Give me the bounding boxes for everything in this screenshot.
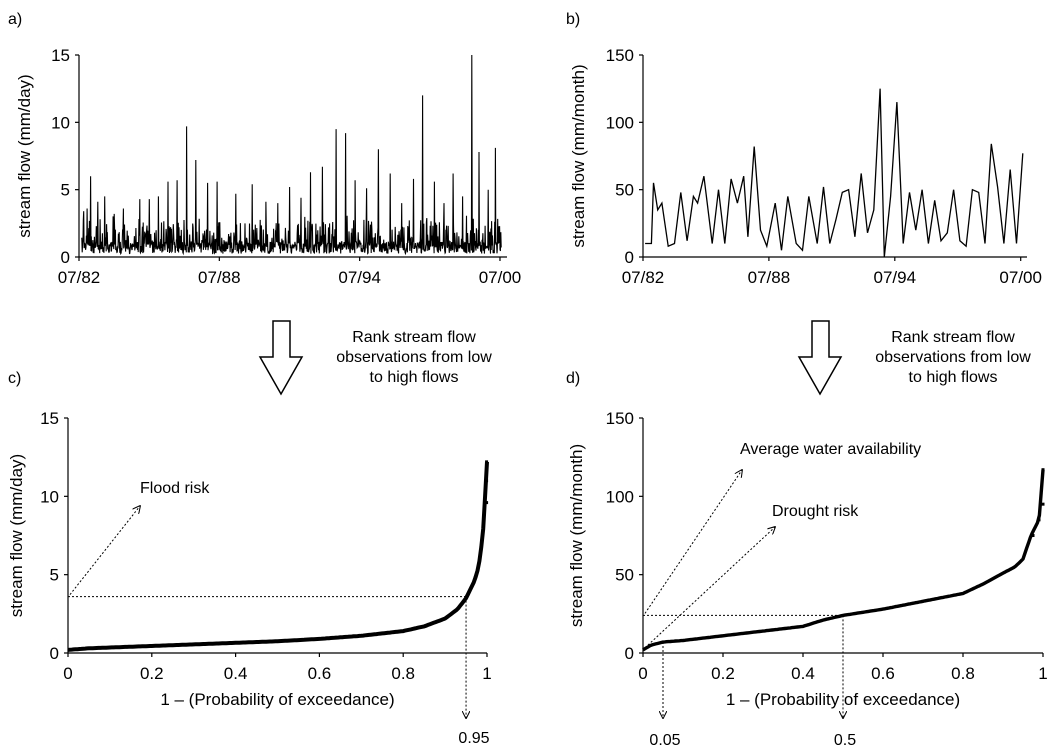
annotation-flood-risk: Flood risk — [140, 480, 210, 497]
y-axis-label-d: stream flow (mm/month) — [567, 444, 586, 627]
x-tick-label-a: 07/88 — [198, 268, 241, 287]
x-tick-label-d: 0.2 — [711, 664, 735, 683]
chart-b-stream-flow-monthly: 0 50 100 150 07/82 07/88 07/94 07/00 stream flow… — [569, 46, 1042, 287]
x-tick-label-c: 0.8 — [391, 664, 415, 683]
chart-c-flow-duration-daily: 0 5 10 15 0 0.2 0.4 0.6 0.8 1 stream flow (mm/day)… — [7, 409, 492, 718]
y-tick-label-b: 150 — [606, 46, 634, 65]
y-tick-label-c: 15 — [40, 409, 59, 428]
y-axis-label-a: stream flow (mm/day) — [15, 74, 34, 237]
rank-note-right-line2: observations from low — [875, 349, 1031, 366]
duration-point-d — [1031, 534, 1035, 537]
series-line-b — [645, 88, 1024, 258]
duration-point-d — [1041, 502, 1045, 506]
duration-point-d — [1041, 468, 1045, 472]
x-tick-label-c: 0.6 — [308, 664, 332, 683]
annotation-drought-risk: Drought risk — [772, 503, 859, 520]
x-tick-label-d: 1 — [1038, 664, 1047, 683]
x-tick-label-a: 07/94 — [338, 268, 381, 287]
panel-label-a: a) — [8, 11, 22, 28]
down-arrow-right — [797, 320, 843, 396]
x-tick-label-d: 0.6 — [871, 664, 895, 683]
arrow-flood-risk — [69, 506, 140, 595]
panel-label-b: b) — [566, 11, 580, 28]
annotation-p095: 0.95 — [458, 730, 489, 747]
x-axis-label-c: 1 – (Probability of exceedance) — [160, 690, 394, 709]
x-tick-label-c: 0.4 — [224, 664, 248, 683]
y-tick-label-a: 10 — [51, 113, 70, 132]
x-tick-label-b: 07/94 — [874, 268, 917, 287]
chart-d-flow-duration-monthly: 0 50 100 150 0 0.2 0.4 0.6 0.8 1 stream flow (mm/m… — [567, 409, 1048, 718]
y-tick-label-a: 0 — [61, 248, 70, 267]
x-tick-label-d: 0.4 — [791, 664, 815, 683]
duration-point-d — [1037, 518, 1041, 522]
duration-point-c — [485, 479, 489, 483]
y-axis-label-c: stream flow (mm/day) — [7, 454, 26, 617]
x-tick-label-a: 07/00 — [479, 268, 522, 287]
duration-point-c — [485, 460, 489, 464]
panel-label-d: d) — [566, 370, 580, 387]
y-tick-label-b: 0 — [625, 248, 634, 267]
duration-point-c — [485, 501, 489, 505]
duration-curve-d — [642, 469, 1045, 652]
arrow-drought-risk — [644, 527, 775, 649]
y-tick-label-c: 5 — [50, 566, 59, 585]
y-tick-label-d: 150 — [606, 409, 634, 428]
rank-note-right-line3: to high flows — [909, 369, 998, 386]
annotation-p05: 0.5 — [834, 732, 856, 749]
x-tick-label-d: 0 — [638, 664, 647, 683]
y-tick-label-c: 0 — [50, 644, 59, 663]
down-arrow-left — [258, 320, 304, 396]
x-tick-label-c: 0.2 — [140, 664, 164, 683]
y-tick-label-b: 100 — [606, 113, 634, 132]
series-line-a — [81, 54, 502, 256]
y-tick-label-a: 15 — [51, 46, 70, 65]
y-tick-label-d: 0 — [625, 644, 634, 663]
x-tick-label-a: 07/82 — [58, 268, 101, 287]
panel-label-c: c) — [8, 370, 21, 387]
y-tick-label-d: 100 — [606, 487, 634, 506]
rank-note-left-line2: observations from low — [336, 349, 492, 366]
x-tick-label-b: 07/82 — [622, 268, 665, 287]
arrow-average-water — [644, 470, 742, 614]
x-tick-label-b: 07/00 — [999, 268, 1042, 287]
x-tick-label-c: 1 — [482, 664, 491, 683]
rank-note-left-line1: Rank stream flow — [352, 329, 476, 346]
y-tick-label-d: 50 — [615, 566, 634, 585]
y-tick-label-a: 5 — [61, 181, 70, 200]
annotation-average-water-availability: Average water availability — [740, 441, 921, 458]
x-tick-label-b: 07/88 — [748, 268, 791, 287]
chart-a-stream-flow-daily: 0 5 10 15 07/82 07/88 07/94 07/00 stream flow (m… — [15, 46, 521, 287]
y-tick-label-b: 50 — [615, 181, 634, 200]
rank-note-left-line3: to high flows — [370, 369, 459, 386]
y-tick-label-c: 10 — [40, 487, 59, 506]
annotation-p005: 0.05 — [649, 732, 680, 749]
duration-curve-c — [67, 461, 489, 652]
x-tick-label-d: 0.8 — [951, 664, 975, 683]
rank-note-right-line1: Rank stream flow — [891, 329, 1015, 346]
y-axis-label-b: stream flow (mm/month) — [569, 64, 588, 247]
x-tick-label-c: 0 — [63, 664, 72, 683]
